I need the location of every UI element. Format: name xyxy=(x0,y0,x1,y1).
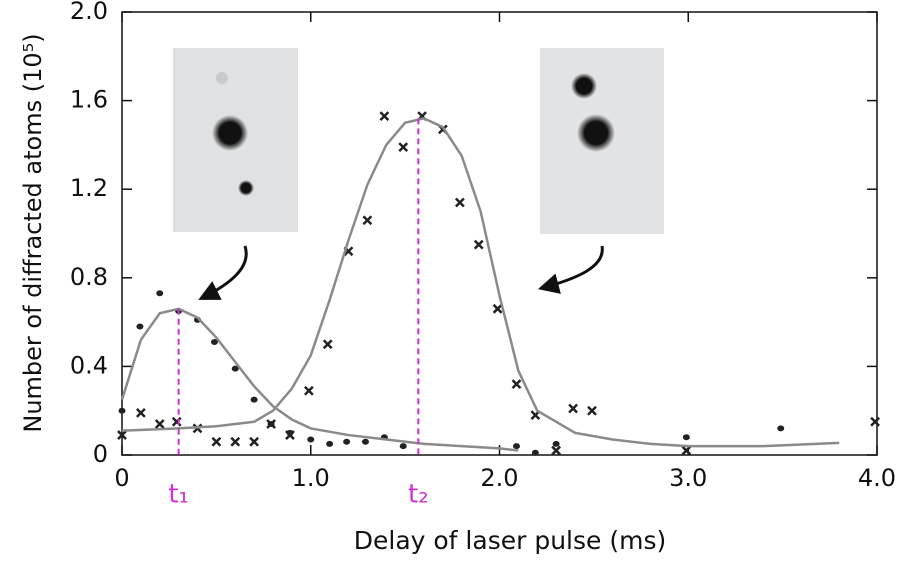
data-point xyxy=(870,416,880,427)
y-tick-label: 1.2 xyxy=(70,174,108,202)
data-point xyxy=(250,396,258,403)
data-point xyxy=(285,430,295,440)
data-point xyxy=(398,142,409,152)
data-point xyxy=(492,303,503,314)
arrow xyxy=(537,245,604,294)
data-point xyxy=(454,197,465,208)
data-point xyxy=(362,215,373,226)
x-tick-label: 3.0 xyxy=(669,464,707,492)
data-point xyxy=(117,430,127,440)
annotation: t₂ xyxy=(408,480,429,510)
data-point xyxy=(551,445,562,456)
data-point xyxy=(361,438,369,445)
data-point xyxy=(231,365,239,372)
data-point xyxy=(587,405,597,416)
data-point xyxy=(512,443,520,450)
arrow xyxy=(198,245,248,300)
x-tick-label: 2.0 xyxy=(480,464,518,492)
data-point xyxy=(211,436,222,447)
y-axis-label: Number of diffracted atoms (10⁵) xyxy=(19,33,47,432)
data-point xyxy=(154,419,165,429)
y-tick-label: 0.4 xyxy=(70,351,108,379)
data-point xyxy=(777,425,785,432)
data-point xyxy=(568,403,578,414)
data-point xyxy=(531,449,539,456)
x-tick-label: 1.0 xyxy=(292,464,330,492)
data-point xyxy=(552,440,560,447)
data-point xyxy=(681,445,692,456)
data-point xyxy=(379,111,390,121)
data-point xyxy=(682,434,690,441)
inset-image-2 xyxy=(540,48,664,234)
y-tick-label: 2.0 xyxy=(70,0,108,25)
x-tick-label: 0 xyxy=(114,464,129,492)
annotation: t₁ xyxy=(168,480,189,510)
data-point xyxy=(343,438,351,445)
data-point xyxy=(156,290,164,297)
data-point xyxy=(511,379,522,390)
fit-curve xyxy=(121,117,840,448)
x-tick-label: 4.0 xyxy=(858,464,896,492)
data-point xyxy=(118,407,126,414)
y-tick-label: 1.6 xyxy=(70,86,108,114)
y-tick-label: 0 xyxy=(93,440,108,468)
data-point xyxy=(473,239,484,250)
data-point xyxy=(210,339,218,346)
x-axis-label: Delay of laser pulse (ms) xyxy=(354,526,666,555)
data-point xyxy=(303,385,314,396)
data-point xyxy=(326,440,334,447)
data-point xyxy=(307,436,315,443)
y-tick-label: 0.8 xyxy=(70,263,108,291)
data-point xyxy=(266,419,276,429)
data-point xyxy=(322,339,333,350)
data-point xyxy=(399,443,407,450)
data-point xyxy=(136,323,144,330)
data-point xyxy=(135,408,146,418)
fit-curve xyxy=(120,307,519,452)
data-point xyxy=(249,436,260,447)
data-point xyxy=(230,436,241,447)
inset-image-1 xyxy=(173,48,298,232)
